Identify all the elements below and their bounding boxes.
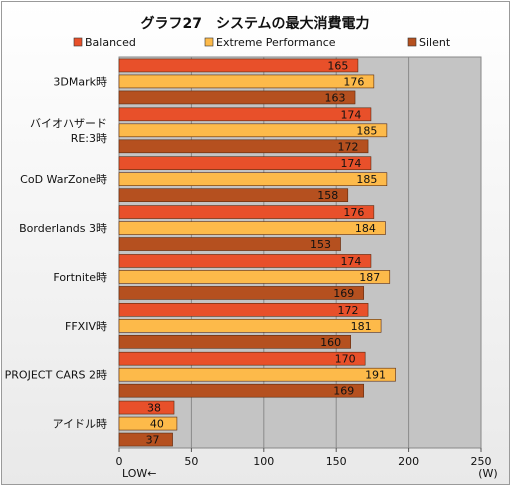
bar-value-label: 160 [320,336,341,349]
bar-balanced [118,400,175,415]
bar-value-label: 170 [335,353,356,366]
category-label-line: アイドル時 [53,418,107,431]
bar-value-label: 176 [343,206,364,219]
category-label-line: PROJECT CARS 2時 [5,369,107,382]
bar-balanced [118,205,375,219]
category-group: 165 176 163 [118,58,375,105]
bar-balanced [118,107,372,122]
legend-item: Balanced [73,36,136,49]
legend-swatch [73,37,83,47]
category-label-line: 3DMark時 [53,75,107,88]
legend-label: Balanced [85,36,136,49]
bar-extreme-performance [118,221,386,235]
category-group: 174 185 158 [118,156,388,202]
category-label: Fortnite時 [53,271,107,284]
category-label-line: RE:3時 [71,132,107,145]
tick-label: 50 [184,455,198,468]
bar-extreme-performance [118,416,178,431]
bar-value-label: 37 [146,434,160,447]
low-direction-note: LOW← [122,467,157,480]
category-group: 172 181 160 [118,303,382,349]
legend-label: Silent [419,36,451,49]
category-label: Borderlands 3時 [19,222,107,235]
bar-value-label: 176 [343,75,364,88]
bar-value-label: 158 [317,189,338,202]
bar-extreme-performance [118,172,388,186]
category-label: CoD WarZone時 [20,173,107,186]
bar-value-label: 185 [356,173,377,186]
bar-value-label: 184 [355,222,376,235]
bar-silent [118,383,365,398]
bar-balanced [118,303,369,317]
category-label-line: Fortnite時 [53,271,107,284]
bar-extreme-performance [118,74,375,89]
category-label: アイドル時 [53,418,107,431]
bar-silent [118,335,351,349]
category-label: 3DMark時 [53,75,107,88]
bar-silent [118,139,369,154]
bar-value-label: 169 [333,385,354,398]
bar-extreme-performance [118,319,382,333]
bar-value-label: 172 [338,304,359,317]
bar-balanced [118,351,366,366]
category-group: 174 185 172 [118,107,388,154]
plot-area: 165 176 163 3DMark時 174 185 172 バイオハザード RE:3時 174… [5,56,482,449]
tick-label: 150 [326,455,347,468]
tick-label: 0 [116,455,123,468]
bar-value-label: 153 [310,238,331,251]
legend-label: Extreme Performance [216,36,336,49]
legend: Balanced Extreme Performance Silent [73,36,451,49]
bar-balanced [118,156,372,170]
category-label: FFXIV時 [65,320,107,333]
bar-silent [118,237,341,251]
category-group: 38 40 37 [118,400,178,447]
bar-extreme-performance [118,270,391,284]
bar-value-label: 165 [327,59,348,72]
bar-extreme-performance [118,367,396,382]
legend-item: Extreme Performance [204,36,336,49]
category-label: バイオハザード RE:3時 [30,117,107,145]
tick-label: 250 [471,455,492,468]
category-label-line: Borderlands 3時 [19,222,107,235]
category-label: PROJECT CARS 2時 [5,369,107,382]
category-group: 170 191 169 [118,351,396,398]
bar-value-label: 40 [150,418,164,431]
bar-value-label: 172 [338,140,359,153]
category-group: 176 184 153 [118,205,386,251]
bar-value-label: 169 [333,287,354,300]
bar-extreme-performance [118,123,388,138]
bar-value-label: 181 [351,320,372,333]
legend-swatch [407,37,417,47]
bar-silent [118,286,365,300]
chart-title: グラフ27 システムの最大消費電力 [140,15,369,32]
bar-value-label: 185 [356,124,377,137]
bar-value-label: 187 [359,271,380,284]
x-axis: 0 50 100 150 200 250 [116,448,492,468]
bar-balanced [118,254,372,268]
unit-label: (W) [478,467,497,480]
legend-item: Silent [407,36,451,49]
category-group: 174 187 169 [118,254,391,300]
category-label-line: CoD WarZone時 [20,173,107,186]
category-label-line: FFXIV時 [65,320,107,333]
bar-value-label: 191 [365,369,386,382]
category-label-line: バイオハザード [30,117,107,130]
tick-label: 100 [253,455,274,468]
bar-value-label: 174 [340,108,361,121]
bar-balanced [118,58,359,73]
bar-value-label: 38 [147,402,161,415]
bar-silent [118,90,356,105]
plot-background [118,56,482,449]
tick-label: 200 [398,455,419,468]
bar-value-label: 174 [340,255,361,268]
bar-value-label: 163 [325,91,346,104]
bar-silent [118,188,349,202]
legend-swatch [204,37,214,47]
bar-silent [118,432,173,447]
bar-value-label: 174 [340,157,361,170]
